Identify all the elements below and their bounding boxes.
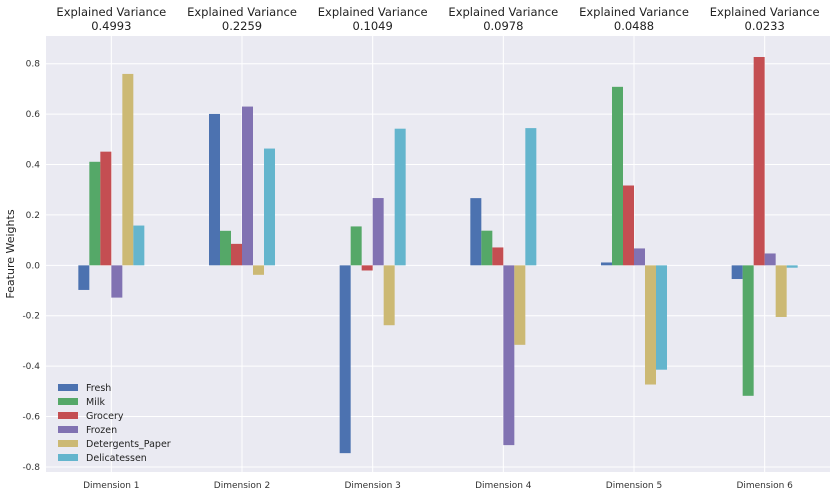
bar-frozen-dim4 (503, 265, 515, 446)
legend: Fresh Milk Grocery Frozen Detergents_Paper De… (58, 383, 171, 464)
bar-frozen-dim2 (242, 106, 253, 266)
legend-swatch (58, 454, 78, 461)
bar-grocery-dim3 (361, 265, 373, 271)
explained-variance-title: Explained Variance (579, 5, 689, 19)
bar-frozen-dim3 (372, 198, 384, 266)
y-axis-label: Feature Weights (4, 209, 17, 298)
bar-milk-dim3 (350, 226, 362, 266)
legend-swatch (58, 440, 78, 447)
y-tick-label: 0.8 (26, 60, 41, 70)
x-tick-label: Dimension 1 (83, 481, 139, 491)
legend-label: Fresh (86, 383, 111, 394)
legend-label: Grocery (86, 411, 124, 422)
y-tick-label: 0.0 (26, 261, 41, 271)
bar-delicatessen-dim1 (133, 225, 145, 266)
x-tick-label: Dimension 5 (606, 481, 662, 491)
bar-delicatessen-dim4 (525, 128, 537, 266)
bar-fresh-dim4 (470, 198, 482, 266)
bar-delicatessen-dim6 (786, 265, 798, 268)
bar-fresh-dim3 (339, 265, 351, 454)
bars (78, 56, 798, 454)
legend-swatch (58, 398, 78, 405)
legend-label: Frozen (86, 425, 117, 436)
y-tick-label: 0.4 (26, 161, 41, 171)
explained-variance-title: Explained Variance (318, 5, 428, 19)
legend-swatch (58, 426, 78, 433)
bar-detergents-paper-dim4 (514, 265, 526, 345)
legend-swatch (58, 384, 78, 391)
bar-detergents-paper-dim2 (253, 265, 264, 275)
bar-milk-dim6 (742, 265, 754, 396)
bar-fresh-dim2 (209, 113, 220, 266)
explained-variance-value: 0.2259 (222, 19, 262, 33)
y-tick-labels: -0.8 -0.6 -0.4 -0.2 0.0 0.2 0.4 0.6 0.8 (22, 60, 40, 473)
bar-detergents-paper-dim6 (775, 265, 787, 317)
y-tick-label: -0.6 (22, 413, 40, 423)
explained-variance-value: 0.0978 (483, 19, 523, 33)
bar-grocery-dim6 (753, 56, 765, 266)
bar-grocery-dim4 (492, 247, 504, 266)
bar-milk-dim4 (481, 230, 493, 266)
legend-label: Milk (86, 397, 105, 408)
bar-milk-dim2 (220, 230, 231, 266)
x-tick-label: Dimension 2 (214, 481, 270, 491)
bar-fresh-dim5 (601, 262, 612, 266)
explained-variance-value: 0.1049 (353, 19, 393, 33)
legend-label: Delicatessen (86, 453, 147, 464)
legend-swatch (58, 412, 78, 419)
bar-detergents-paper-dim3 (383, 265, 395, 326)
bar-delicatessen-dim2 (264, 148, 275, 266)
bar-detergents-paper-dim5 (645, 265, 656, 385)
bar-delicatessen-dim3 (394, 128, 406, 266)
explained-variance-value: 0.4993 (91, 19, 131, 33)
y-tick-label: -0.2 (22, 312, 40, 322)
bar-fresh-dim1 (78, 265, 90, 290)
bar-milk-dim5 (612, 86, 623, 266)
y-tick-label: -0.4 (22, 362, 40, 372)
y-tick-label: 0.6 (26, 110, 41, 120)
legend-label: Detergents_Paper (86, 439, 171, 450)
explained-variance-title: Explained Variance (710, 5, 820, 19)
x-tick-label: Dimension 6 (736, 481, 793, 491)
y-tick-label: 0.2 (26, 211, 40, 221)
bar-delicatessen-dim5 (656, 265, 667, 370)
explained-variance-title: Explained Variance (56, 5, 166, 19)
x-tick-label: Dimension 3 (344, 481, 400, 491)
bar-grocery-dim1 (100, 151, 112, 266)
explained-variance-title: Explained Variance (187, 5, 297, 19)
bar-detergents-paper-dim1 (122, 73, 134, 266)
bar-fresh-dim6 (731, 265, 743, 280)
explained-variance-value: 0.0233 (745, 19, 785, 33)
explained-variance-title: Explained Variance (448, 5, 558, 19)
bar-frozen-dim1 (111, 265, 123, 298)
y-tick-label: -0.8 (22, 463, 40, 473)
bar-frozen-dim6 (764, 253, 776, 266)
explained-variance-value: 0.0488 (614, 19, 654, 33)
x-tick-labels: Dimension 1 Dimension 2 Dimension 3 Dimensi… (83, 481, 793, 491)
bar-frozen-dim5 (634, 248, 645, 266)
plot-background (46, 36, 830, 472)
bar-milk-dim1 (89, 161, 101, 266)
bar-grocery-dim5 (623, 185, 634, 266)
bar-grocery-dim2 (231, 243, 242, 266)
x-tick-label: Dimension 4 (475, 481, 532, 491)
